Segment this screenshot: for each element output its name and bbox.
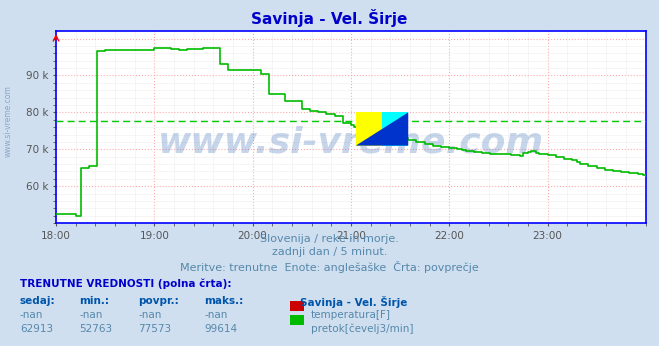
Text: Meritve: trenutne  Enote: anglešaške  Črta: povprečje: Meritve: trenutne Enote: anglešaške Črta… (180, 261, 479, 273)
Bar (382, 112, 409, 146)
Text: Savinja - Vel. Širje: Savinja - Vel. Širje (300, 296, 407, 308)
Text: TRENUTNE VREDNOSTI (polna črta):: TRENUTNE VREDNOSTI (polna črta): (20, 279, 231, 289)
Text: -nan: -nan (79, 310, 102, 320)
Text: Savinja - Vel. Širje: Savinja - Vel. Širje (251, 9, 408, 27)
Text: zadnji dan / 5 minut.: zadnji dan / 5 minut. (272, 247, 387, 257)
Bar (356, 112, 382, 146)
Text: 99614: 99614 (204, 324, 237, 334)
Text: 62913: 62913 (20, 324, 53, 334)
Text: -nan: -nan (20, 310, 43, 320)
Text: 52763: 52763 (79, 324, 112, 334)
Text: Slovenija / reke in morje.: Slovenija / reke in morje. (260, 234, 399, 244)
Text: www.si-vreme.com: www.si-vreme.com (3, 85, 13, 157)
Text: -nan: -nan (204, 310, 227, 320)
Polygon shape (356, 112, 409, 146)
Text: www.si-vreme.com: www.si-vreme.com (158, 126, 544, 160)
Text: 77573: 77573 (138, 324, 171, 334)
Text: -nan: -nan (138, 310, 161, 320)
Text: temperatura[F]: temperatura[F] (311, 310, 391, 320)
Text: maks.:: maks.: (204, 296, 244, 306)
Text: sedaj:: sedaj: (20, 296, 55, 306)
Text: povpr.:: povpr.: (138, 296, 179, 306)
Text: pretok[čevelj3/min]: pretok[čevelj3/min] (311, 324, 414, 334)
Text: min.:: min.: (79, 296, 109, 306)
